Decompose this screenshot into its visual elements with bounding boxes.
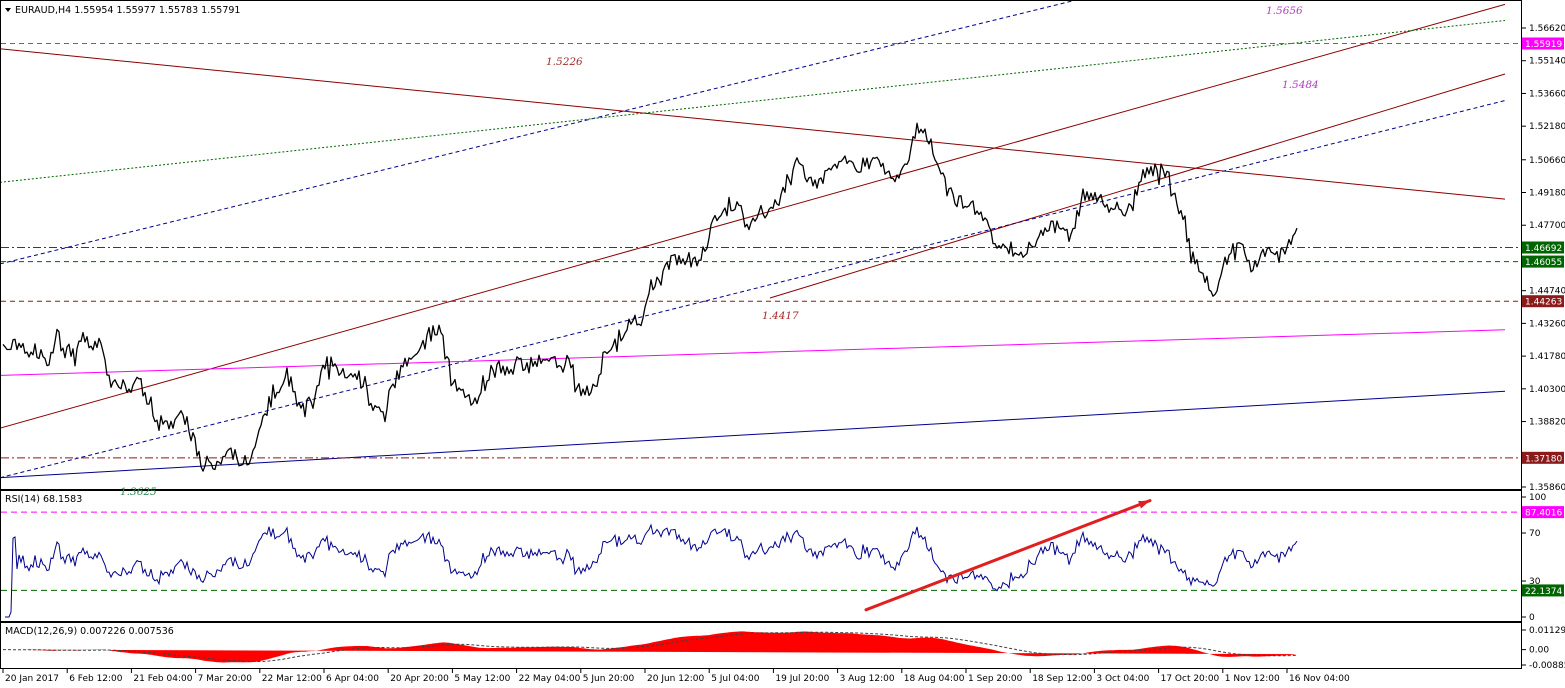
time-tick-label: 1 Nov 12:00 bbox=[1225, 674, 1280, 684]
price-panel bbox=[0, 0, 1522, 490]
rsi-tick-label: 100 bbox=[1529, 493, 1546, 503]
price-annotation: 1.5484 bbox=[1282, 79, 1319, 91]
price-level-tag-label: 1.46692 bbox=[1525, 244, 1562, 254]
time-tick-label: 22 May 04:00 bbox=[519, 674, 581, 684]
price-axis: 1.56620 1.55140 1.53660 1.52180 1.50660 1.491… bbox=[1521, 24, 1565, 493]
trendline bbox=[1, 390, 1506, 479]
price-level-tag bbox=[1522, 295, 1564, 308]
time-tick-label: 6 Feb 12:00 bbox=[69, 674, 123, 684]
rsi-level-tag-label: 22.1374 bbox=[1525, 587, 1562, 597]
price-tick-label: 1.40300 bbox=[1529, 385, 1565, 395]
price-tick-label: 1.41780 bbox=[1529, 352, 1565, 362]
time-tick-label: 18 Aug 04:00 bbox=[904, 674, 965, 684]
rsi-tick-label: 70 bbox=[1529, 529, 1541, 539]
rsi-trend-arrow bbox=[864, 499, 1152, 612]
price-annotation: 1.5226 bbox=[546, 56, 583, 68]
trendline bbox=[1, 329, 1506, 376]
time-tick-label: 17 Oct 20:00 bbox=[1161, 674, 1220, 684]
rsi-level-tag bbox=[1522, 584, 1564, 597]
time-tick-label: 5 Jun 20:00 bbox=[583, 674, 635, 684]
time-tick-label: 21 Feb 04:00 bbox=[133, 674, 192, 684]
price-level-tag bbox=[1522, 37, 1564, 50]
trendlines bbox=[1, 1, 1506, 479]
price-level-tag bbox=[1522, 241, 1564, 254]
price-tick-label: 1.50660 bbox=[1529, 156, 1565, 166]
price-tick-label: 1.47700 bbox=[1529, 221, 1565, 231]
time-tick-label: 1 Sep 20:00 bbox=[968, 674, 1023, 684]
trendline bbox=[1, 19, 1506, 183]
triangle-down-icon[interactable] bbox=[5, 8, 11, 12]
macd-tick-label: -0.008852 bbox=[1529, 661, 1565, 671]
price-tick-label: 1.38820 bbox=[1529, 418, 1565, 428]
time-tick-label: 6 Apr 04:00 bbox=[326, 674, 379, 684]
price-tick-label: 1.49180 bbox=[1529, 188, 1565, 198]
time-tick-label: 22 Mar 12:00 bbox=[262, 674, 322, 684]
price-annotation: 1.5656 bbox=[1266, 5, 1303, 17]
time-tick-label: 5 May 12:00 bbox=[454, 674, 510, 684]
macd-tick-label: 0.00 bbox=[1529, 646, 1549, 656]
horizontal-levels bbox=[1, 42, 1521, 459]
price-annotation: 1.3625 bbox=[120, 486, 157, 498]
price-annotation: 1.4417 bbox=[762, 310, 799, 322]
trendline bbox=[769, 73, 1506, 299]
trendline bbox=[1, 48, 1506, 200]
time-tick-label: 18 Sep 12:00 bbox=[1032, 674, 1092, 684]
rsi-trend-arrow-head bbox=[1138, 500, 1150, 509]
time-tick-label: 19 Jul 20:00 bbox=[775, 674, 829, 684]
chart-title: EURAUD,H4 1.55954 1.55977 1.55783 1.5579… bbox=[15, 5, 240, 16]
macd-tick-label: 0.011298 bbox=[1529, 626, 1565, 636]
rsi-level-tag bbox=[1522, 506, 1564, 519]
price-tick-label: 1.44740 bbox=[1529, 287, 1565, 297]
time-tick-label: 20 Apr 20:00 bbox=[390, 674, 449, 684]
rsi-level-tag-label: 87.4016 bbox=[1525, 509, 1562, 519]
price-line bbox=[2, 122, 1298, 472]
macd-signal-line bbox=[3, 631, 1298, 662]
macd-series bbox=[3, 631, 1298, 663]
macd-histogram bbox=[3, 631, 1297, 663]
time-axis: 20 Jan 2017 6 Feb 12:00 21 Feb 04:00 7 Mar … bbox=[2, 669, 1350, 684]
time-tick-label: 5 Jul 04:00 bbox=[711, 674, 760, 684]
trendline bbox=[1, 3, 1506, 429]
time-tick-label: 20 Jun 12:00 bbox=[647, 674, 704, 684]
macd-axis: 0.011298 0.00 -0.008852 bbox=[1521, 626, 1565, 671]
price-tick-label: 1.43260 bbox=[1529, 319, 1565, 329]
rsi-line bbox=[5, 523, 1298, 618]
time-tick-label: 3 Aug 12:00 bbox=[840, 674, 895, 684]
rsi-panel bbox=[0, 490, 1522, 622]
price-level-tag-label: 1.37180 bbox=[1525, 454, 1562, 464]
rsi-title: RSI(14) 68.1583 bbox=[5, 494, 82, 505]
price-level-tag-label: 1.55919 bbox=[1525, 40, 1562, 50]
macd-title: MACD(12,26,9) 0.007226 0.007536 bbox=[5, 626, 174, 637]
price-tick-label: 1.55140 bbox=[1529, 57, 1565, 67]
price-series bbox=[2, 122, 1298, 472]
time-tick-label: 20 Jan 2017 bbox=[5, 674, 59, 684]
time-tick-label: 7 Mar 20:00 bbox=[198, 674, 253, 684]
price-level-tag bbox=[1522, 255, 1564, 268]
rsi-axis: 100 70 30 0 87.4016 22.1374 bbox=[1521, 493, 1564, 623]
price-level-tag bbox=[1522, 451, 1564, 464]
price-annotations: 1.5656 1.5226 1.5484 1.4417 1.3625 bbox=[120, 5, 1319, 498]
rsi-series bbox=[1, 499, 1521, 618]
time-tick-label: 16 Nov 04:00 bbox=[1289, 674, 1350, 684]
price-level-tag-label: 1.46055 bbox=[1525, 258, 1562, 268]
price-tick-label: 1.53660 bbox=[1529, 89, 1565, 99]
price-tick-label: 1.52180 bbox=[1529, 122, 1565, 132]
price-level-tag-label: 1.44263 bbox=[1525, 298, 1562, 308]
rsi-tick-label: 30 bbox=[1529, 577, 1541, 587]
price-tick-label: 1.56620 bbox=[1529, 24, 1565, 34]
rsi-tick-label: 0 bbox=[1529, 613, 1535, 623]
time-tick-label: 3 Oct 04:00 bbox=[1096, 674, 1149, 684]
price-tick-label: 1.35860 bbox=[1529, 483, 1565, 493]
